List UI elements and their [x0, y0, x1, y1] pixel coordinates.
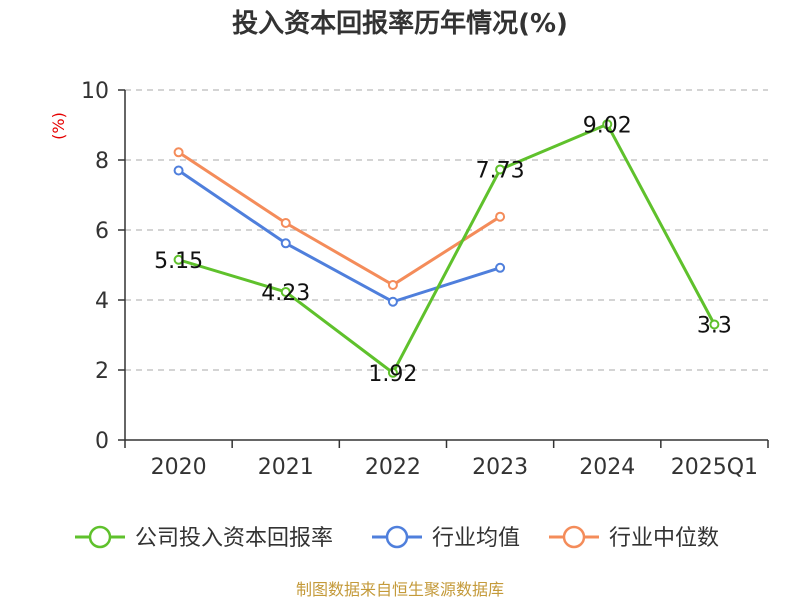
data-labels: 5.15 4.23 1.92 7.73 9.02 3.3: [154, 113, 732, 387]
y-tick-label: 0: [95, 429, 109, 454]
grid-lines: [125, 89, 768, 371]
data-label: 1.92: [368, 362, 417, 387]
series-0-point: [387, 367, 398, 378]
legend-marker: [88, 525, 112, 549]
data-label: 5.15: [154, 249, 203, 274]
legend-item-0: 公司投入资本回报率: [75, 525, 333, 551]
series-0-point: [280, 286, 291, 297]
series-1-point: [387, 296, 398, 307]
series-1-point: [495, 262, 506, 273]
x-tick-label: 2025Q1: [671, 455, 758, 480]
x-tick-label: 2023: [472, 455, 528, 480]
chart-title: 投入资本回报率历年情况(%): [232, 8, 568, 39]
x-tick-label: 2021: [258, 455, 314, 480]
y-tick-label: 6: [95, 219, 109, 244]
series-layer: [173, 119, 720, 378]
series-0-point: [173, 254, 184, 265]
data-label: 4.23: [261, 281, 310, 306]
legend-item-2: 行业中位数: [549, 525, 719, 551]
legend-item-1: 行业均值: [372, 525, 520, 551]
x-tick-label: 2024: [579, 455, 635, 480]
series-line-0: [178, 122, 716, 375]
y-tick-label: 2: [95, 359, 109, 384]
legend: 公司投入资本回报率 行业均值 行业中位数: [75, 525, 719, 551]
data-label: 9.02: [583, 113, 632, 138]
source-note: 制图数据来自恒生聚源数据库: [296, 580, 504, 599]
series-line-2: [177, 151, 501, 287]
legend-label: 公司投入资本回报率: [135, 526, 333, 551]
x-tick-label: 2022: [365, 455, 421, 480]
y-tick-label: 4: [95, 289, 109, 314]
series-0-point: [495, 164, 506, 175]
data-label: 7.73: [476, 158, 525, 183]
y-tick-label: 10: [81, 79, 109, 104]
series-2-point: [173, 147, 184, 158]
series-0-point: [709, 319, 720, 330]
axes: 0 2 4 6 8 10 2020 2021 2022 2023 2024 2025Q1: [81, 79, 769, 480]
series-1-point: [173, 165, 184, 176]
series-2-point: [495, 211, 506, 222]
series-1-point: [280, 238, 291, 249]
series-2-point: [280, 218, 291, 228]
series-2-point: [387, 279, 398, 290]
y-tick-label: 8: [95, 149, 109, 174]
y-axis-label: (%): [49, 112, 68, 140]
series-0-point: [602, 119, 613, 130]
legend-label: 行业中位数: [609, 526, 719, 551]
legend-marker: [385, 525, 409, 549]
series-line-1: [177, 169, 501, 304]
x-tick-label: 2020: [151, 455, 207, 480]
legend-marker: [562, 525, 586, 549]
legend-label: 行业均值: [432, 526, 520, 551]
data-label: 3.3: [697, 314, 732, 339]
